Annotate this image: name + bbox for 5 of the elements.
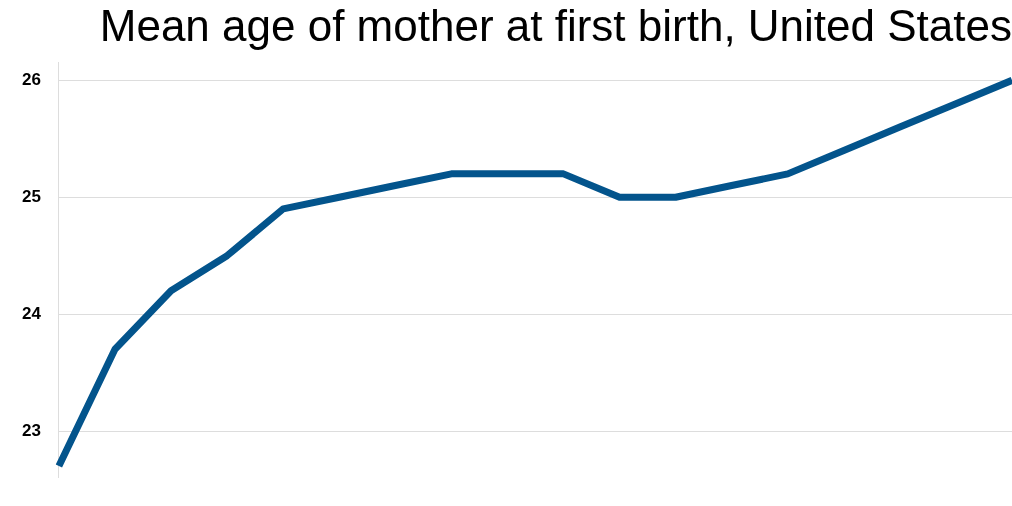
y-tick-label: 25 — [21, 186, 41, 206]
y-tick-label: 23 — [21, 420, 41, 440]
y-tick-label: 24 — [21, 303, 42, 323]
y-tick-label: 26 — [21, 70, 41, 90]
chart-title: Mean age of mother at first birth, United States — [99, 0, 1012, 50]
